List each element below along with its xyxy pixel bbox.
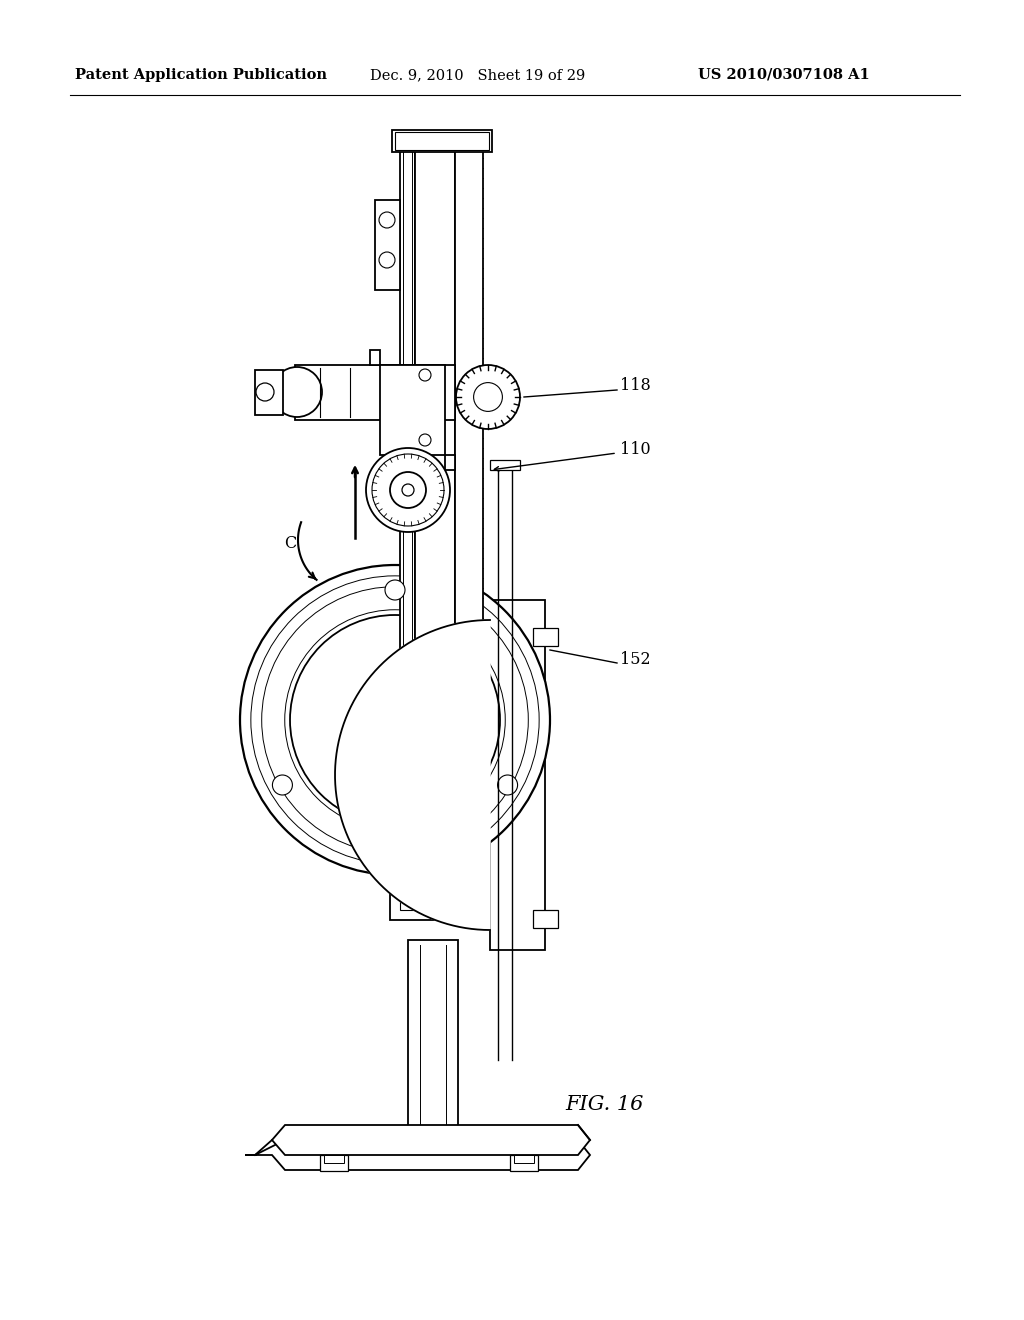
Polygon shape bbox=[245, 1140, 590, 1170]
Polygon shape bbox=[455, 132, 483, 660]
Bar bbox=[534, 628, 558, 645]
Circle shape bbox=[402, 484, 414, 496]
Bar bbox=[390, 840, 480, 920]
Bar bbox=[400, 850, 440, 909]
Text: 110: 110 bbox=[620, 441, 650, 458]
Bar bbox=[490, 459, 520, 470]
Polygon shape bbox=[295, 366, 455, 420]
Circle shape bbox=[452, 862, 468, 878]
Bar bbox=[510, 1155, 538, 1171]
Circle shape bbox=[272, 367, 322, 417]
Polygon shape bbox=[415, 132, 455, 660]
Circle shape bbox=[240, 565, 550, 875]
Circle shape bbox=[379, 213, 395, 228]
Circle shape bbox=[390, 473, 426, 508]
Circle shape bbox=[290, 615, 500, 825]
Circle shape bbox=[256, 383, 274, 401]
Polygon shape bbox=[490, 601, 545, 950]
Polygon shape bbox=[370, 350, 455, 470]
Circle shape bbox=[366, 447, 450, 532]
Circle shape bbox=[452, 887, 468, 903]
Text: C: C bbox=[284, 535, 296, 552]
Polygon shape bbox=[392, 129, 492, 152]
Circle shape bbox=[473, 383, 503, 412]
Bar bbox=[514, 1155, 534, 1163]
Polygon shape bbox=[400, 132, 415, 660]
Circle shape bbox=[419, 370, 431, 381]
Bar bbox=[255, 370, 283, 414]
Circle shape bbox=[372, 454, 444, 525]
Bar bbox=[445, 855, 475, 884]
Bar bbox=[324, 1155, 344, 1163]
Text: FIG. 16: FIG. 16 bbox=[565, 1096, 643, 1114]
Polygon shape bbox=[272, 1125, 590, 1155]
Text: Patent Application Publication: Patent Application Publication bbox=[75, 69, 327, 82]
Circle shape bbox=[272, 775, 293, 795]
Text: US 2010/0307108 A1: US 2010/0307108 A1 bbox=[698, 69, 869, 82]
Text: Dec. 9, 2010   Sheet 19 of 29: Dec. 9, 2010 Sheet 19 of 29 bbox=[370, 69, 586, 82]
Text: 152: 152 bbox=[620, 652, 650, 668]
Text: 118: 118 bbox=[620, 378, 650, 395]
Polygon shape bbox=[375, 201, 400, 290]
Bar bbox=[534, 909, 558, 928]
Circle shape bbox=[385, 579, 406, 601]
Circle shape bbox=[373, 698, 417, 742]
Circle shape bbox=[379, 252, 395, 268]
Bar bbox=[408, 940, 458, 1140]
Bar bbox=[395, 132, 489, 150]
Circle shape bbox=[456, 366, 520, 429]
Circle shape bbox=[419, 434, 431, 446]
Polygon shape bbox=[335, 620, 490, 931]
Bar bbox=[319, 1155, 348, 1171]
Circle shape bbox=[498, 775, 517, 795]
